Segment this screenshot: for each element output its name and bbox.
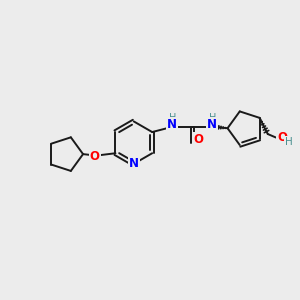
Text: O: O bbox=[90, 150, 100, 163]
Text: N: N bbox=[167, 118, 177, 131]
Text: H: H bbox=[285, 137, 292, 147]
Text: N: N bbox=[207, 118, 217, 131]
Text: O: O bbox=[193, 134, 203, 146]
Text: H: H bbox=[169, 113, 176, 124]
Text: H: H bbox=[208, 113, 216, 124]
Text: O: O bbox=[278, 131, 287, 144]
Text: N: N bbox=[129, 157, 139, 170]
